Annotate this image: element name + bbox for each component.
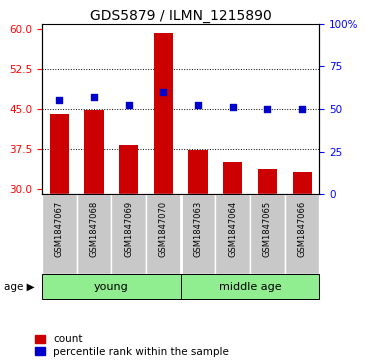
Text: GSM1847067: GSM1847067 <box>55 201 64 257</box>
Bar <box>146 194 181 274</box>
Text: GSM1847065: GSM1847065 <box>263 201 272 257</box>
Point <box>264 106 270 112</box>
Bar <box>285 194 319 274</box>
Bar <box>154 33 173 349</box>
Bar <box>223 162 242 349</box>
Bar <box>215 194 250 274</box>
Bar <box>119 145 138 349</box>
Point <box>56 97 62 103</box>
Text: GSM1847069: GSM1847069 <box>124 201 133 257</box>
Text: GSM1847063: GSM1847063 <box>193 201 203 257</box>
Text: age ▶: age ▶ <box>4 282 34 292</box>
Bar <box>50 114 69 349</box>
Point <box>126 103 131 109</box>
Point <box>195 103 201 109</box>
Bar <box>181 274 319 299</box>
Title: GDS5879 / ILMN_1215890: GDS5879 / ILMN_1215890 <box>90 9 272 23</box>
Point <box>160 89 166 95</box>
Bar <box>188 151 208 349</box>
Bar <box>77 194 111 274</box>
Point <box>299 106 305 112</box>
Text: GSM1847066: GSM1847066 <box>297 201 307 257</box>
Point <box>230 104 235 110</box>
Text: GSM1847070: GSM1847070 <box>159 201 168 257</box>
Bar <box>42 194 77 274</box>
Text: middle age: middle age <box>219 282 281 292</box>
Bar <box>292 172 312 349</box>
Bar <box>111 194 146 274</box>
Text: young: young <box>94 282 129 292</box>
Point <box>91 94 97 100</box>
Bar <box>181 194 215 274</box>
Bar <box>250 194 285 274</box>
Bar <box>42 274 181 299</box>
Legend: count, percentile rank within the sample: count, percentile rank within the sample <box>34 333 230 358</box>
Bar <box>84 110 104 349</box>
Text: GSM1847068: GSM1847068 <box>89 201 99 257</box>
Text: GSM1847064: GSM1847064 <box>228 201 237 257</box>
Bar <box>258 168 277 349</box>
